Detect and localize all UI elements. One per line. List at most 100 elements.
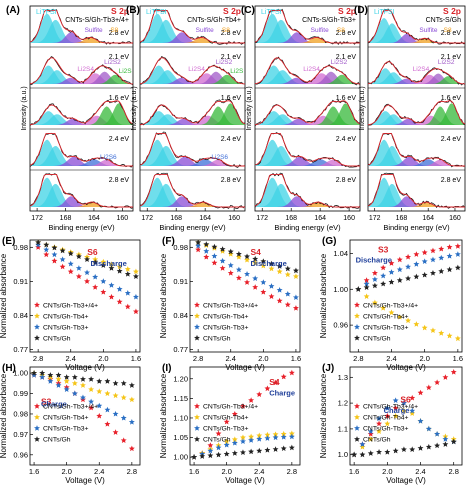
peak-label-litfsi: LiTFSI xyxy=(261,9,282,16)
xps-title: S 2p xyxy=(338,6,356,16)
data-point xyxy=(96,402,103,409)
data-point xyxy=(124,270,131,277)
legend-label: CNTs/Gh-Tb4+ xyxy=(363,415,409,422)
data-point xyxy=(450,438,457,445)
data-point xyxy=(211,243,218,250)
xps-peak-fit xyxy=(140,114,245,125)
chart-h: (H) 1.6 2.0 2.4 2.8 0.96 0.97 0.98 0.99 1.00 Volta… xyxy=(0,363,141,485)
data-point xyxy=(400,400,407,406)
xps-sample-name: CNTs-S/Gh-Tb3+ xyxy=(302,17,356,24)
data-point xyxy=(195,246,202,253)
xps-peak-fit xyxy=(30,114,133,125)
data-point xyxy=(421,258,428,265)
data-point xyxy=(227,262,234,268)
data-point xyxy=(235,253,242,260)
xps-voltage-label: 2.4 eV xyxy=(336,136,357,143)
data-point xyxy=(43,246,50,253)
data-point xyxy=(100,258,107,265)
data-point xyxy=(108,282,115,288)
data-point xyxy=(124,266,131,272)
y-tick-label: 0.96 xyxy=(13,450,28,459)
xps-voltage-label: 2.8 eV xyxy=(441,177,462,184)
data-point xyxy=(63,386,70,392)
x-tick-label: 2.0 xyxy=(419,354,429,363)
data-point xyxy=(442,436,449,442)
x-tick-label: 2.4 xyxy=(254,467,264,476)
data-point xyxy=(384,420,391,427)
data-point xyxy=(227,251,234,257)
data-point xyxy=(380,280,387,287)
xps-peak-fit xyxy=(255,202,360,207)
y-tick-label: 0.84 xyxy=(173,311,188,320)
data-point xyxy=(272,431,279,437)
data-point xyxy=(128,382,135,388)
y-tick-label: 1.15 xyxy=(173,394,188,403)
legend-marker xyxy=(354,403,360,409)
data-point xyxy=(438,268,445,274)
data-point xyxy=(248,437,255,443)
xps-voltage-label: 2.8 eV xyxy=(221,30,242,37)
xps-xlabel: Binding energy (eV) xyxy=(48,223,115,232)
peak-label-litfsi: LiTFSI xyxy=(374,9,395,16)
chart-g: (G) 2.8 2.4 2.0 1.6 0.96 1.00 1.04 Voltage (V) No… xyxy=(319,236,463,372)
data-point xyxy=(276,287,283,293)
legend-label: CNTs/Gh xyxy=(43,437,71,444)
y-tick-label: 1.0 xyxy=(338,450,348,459)
xps-peak-fit xyxy=(368,38,465,43)
xps-ylabel: Intensity (a.u.) xyxy=(21,86,28,130)
panel-label: (I) xyxy=(162,363,171,374)
xps-ylabel: Intensity (a.u.) xyxy=(131,86,138,130)
data-point xyxy=(116,286,123,292)
xps-title: S 2p xyxy=(443,6,461,16)
xps-tick-label: 168 xyxy=(60,215,72,222)
data-point xyxy=(371,299,378,306)
legend-label: CNTs/Gh-Tb3+/4+ xyxy=(363,404,418,411)
data-point xyxy=(104,421,111,427)
data-point xyxy=(244,270,250,277)
xps-sample-name: CNTs-S/Gh xyxy=(426,17,462,24)
xps-envelope xyxy=(254,100,361,126)
xps-raw-spectrum xyxy=(139,172,246,209)
xps-peak-fit xyxy=(368,159,465,166)
xps-tick-label: 160 xyxy=(117,215,129,222)
data-point xyxy=(396,256,403,263)
legend-label: CNTs/Gh-Tb4+ xyxy=(203,415,249,422)
data-point xyxy=(292,267,299,274)
data-point xyxy=(430,256,436,263)
data-point xyxy=(104,390,111,397)
legend-marker xyxy=(194,334,200,341)
data-point xyxy=(430,270,436,276)
data-point xyxy=(376,415,382,422)
peak-label-li2s: Li2S xyxy=(230,68,244,75)
process-label: Discharge xyxy=(251,259,287,268)
xps-tick-label: 164 xyxy=(422,215,434,222)
data-point xyxy=(380,305,387,311)
data-point xyxy=(124,289,131,296)
data-point xyxy=(288,430,295,437)
data-point xyxy=(219,257,226,264)
data-point xyxy=(268,265,275,272)
data-point xyxy=(120,437,127,444)
data-point xyxy=(454,335,461,342)
data-point xyxy=(425,443,432,450)
peak-label-sulfite: Sulfite xyxy=(311,27,329,34)
data-point xyxy=(240,434,246,441)
data-point xyxy=(384,405,391,411)
data-point xyxy=(63,374,70,380)
data-point xyxy=(88,404,95,411)
peak-label-litfsi: LiTFSI xyxy=(36,9,57,16)
x-tick-label: 2.4 xyxy=(66,354,76,363)
data-point xyxy=(268,293,275,299)
y-tick-label: 0.97 xyxy=(13,430,28,439)
xps-xlabel: Binding energy (eV) xyxy=(274,223,341,232)
data-point xyxy=(430,327,436,333)
xps-envelope xyxy=(139,132,245,167)
data-point xyxy=(264,447,271,453)
data-point xyxy=(104,378,111,384)
xps-peak-fit xyxy=(368,106,465,125)
xps-peak-fit xyxy=(255,146,360,166)
xps-envelope xyxy=(139,9,245,44)
data-point xyxy=(409,394,416,401)
data-point xyxy=(43,241,50,248)
xps-peak-fit xyxy=(30,183,133,207)
